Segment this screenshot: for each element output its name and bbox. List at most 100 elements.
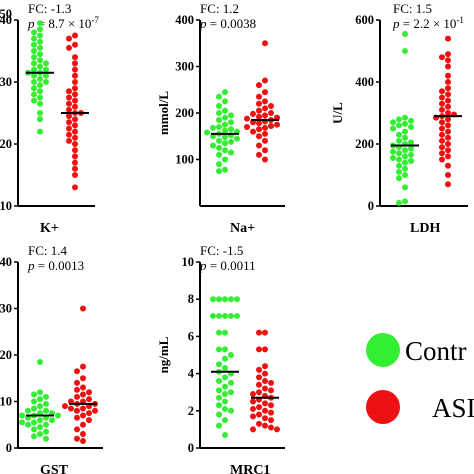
control-point xyxy=(37,88,43,95)
asd-point xyxy=(445,97,451,104)
control-point xyxy=(228,126,234,133)
asd-point xyxy=(439,119,445,126)
control-point xyxy=(31,426,37,433)
asd-point xyxy=(74,379,80,386)
asd-point xyxy=(262,407,268,414)
control-point xyxy=(43,66,49,73)
asd-point xyxy=(72,184,78,191)
y-tick-label: 10 xyxy=(0,395,12,409)
asd-point xyxy=(68,405,74,412)
control-point xyxy=(43,428,49,435)
control-point xyxy=(37,389,43,396)
asd-point xyxy=(262,147,268,154)
control-point xyxy=(216,394,222,401)
control-point xyxy=(31,60,37,67)
control-point xyxy=(222,114,228,121)
asd-point xyxy=(250,426,256,433)
control-point xyxy=(25,421,31,428)
asd-point xyxy=(66,100,72,107)
control-point xyxy=(31,91,37,98)
asd-point xyxy=(445,35,451,42)
control-point xyxy=(31,29,37,36)
control-point xyxy=(408,151,414,158)
asd-point xyxy=(262,77,268,84)
control-point xyxy=(402,128,408,135)
control-point xyxy=(37,20,43,27)
x-axis-label: LDH xyxy=(410,221,440,236)
asd-point xyxy=(268,110,274,116)
asd-point xyxy=(72,54,78,61)
legend-control-marker xyxy=(366,333,400,367)
control-point xyxy=(43,421,49,428)
control-point xyxy=(37,26,43,33)
control-point xyxy=(234,296,240,303)
asd-point xyxy=(445,51,451,58)
asd-point xyxy=(250,110,256,117)
asd-point xyxy=(268,417,274,424)
control-point xyxy=(216,123,222,130)
asd-point xyxy=(268,387,274,394)
asd-point xyxy=(72,147,78,154)
control-point xyxy=(31,41,37,48)
control-point xyxy=(222,166,228,173)
control-point xyxy=(37,57,43,64)
asd-point xyxy=(256,100,262,107)
control-point xyxy=(216,387,222,394)
asd-point xyxy=(66,35,72,42)
asd-point xyxy=(250,128,256,135)
asd-point xyxy=(268,379,274,386)
y-tick-label: 400 xyxy=(355,75,374,89)
control-point xyxy=(216,144,222,151)
asd-point xyxy=(439,106,445,113)
p-value-label: p = 0.0038 xyxy=(199,16,256,31)
control-point xyxy=(43,79,49,85)
control-point xyxy=(402,165,408,172)
control-point xyxy=(228,312,234,319)
asd-point xyxy=(256,126,262,133)
asd-point xyxy=(445,162,451,169)
asd-point xyxy=(439,100,445,107)
asd-point xyxy=(262,422,268,429)
asd-point xyxy=(439,137,445,144)
control-point xyxy=(222,296,228,303)
control-point xyxy=(222,140,228,147)
y-tick-label: 200 xyxy=(175,106,194,120)
control-point xyxy=(222,156,228,163)
control-point xyxy=(37,431,43,438)
asd-point xyxy=(445,172,451,178)
asd-point xyxy=(445,63,451,70)
control-point xyxy=(37,44,43,51)
control-point xyxy=(37,110,43,116)
asd-point xyxy=(256,381,262,388)
control-point xyxy=(210,296,216,303)
y-tick-label: 10 xyxy=(182,255,195,269)
control-point xyxy=(216,110,222,116)
control-point xyxy=(216,378,222,385)
control-point xyxy=(204,129,210,136)
asd-point xyxy=(66,131,72,138)
control-point xyxy=(216,161,222,168)
chart-panel-na: 100 200 300 400 mmol/L Na+ FC: 1.2p = 0.0038 xyxy=(156,1,285,236)
y-tick-label: 4 xyxy=(188,367,195,381)
asd-point xyxy=(72,72,78,79)
control-point xyxy=(234,135,240,142)
asd-point xyxy=(268,103,274,110)
asd-point xyxy=(256,93,262,100)
control-point xyxy=(37,417,43,424)
y-tick-label: 0 xyxy=(6,441,12,455)
control-point xyxy=(228,407,234,414)
asd-point xyxy=(74,368,80,375)
asd-point xyxy=(439,131,445,138)
asd-point xyxy=(86,417,92,424)
control-point xyxy=(396,156,402,163)
control-point xyxy=(37,128,43,135)
asd-point xyxy=(262,124,268,131)
control-point xyxy=(402,172,408,178)
asd-point xyxy=(439,94,445,101)
asd-point xyxy=(80,431,86,438)
asd-point xyxy=(439,88,445,95)
asd-point xyxy=(244,115,250,122)
asd-point xyxy=(72,97,78,104)
control-point xyxy=(37,38,43,45)
asd-point xyxy=(445,122,451,129)
